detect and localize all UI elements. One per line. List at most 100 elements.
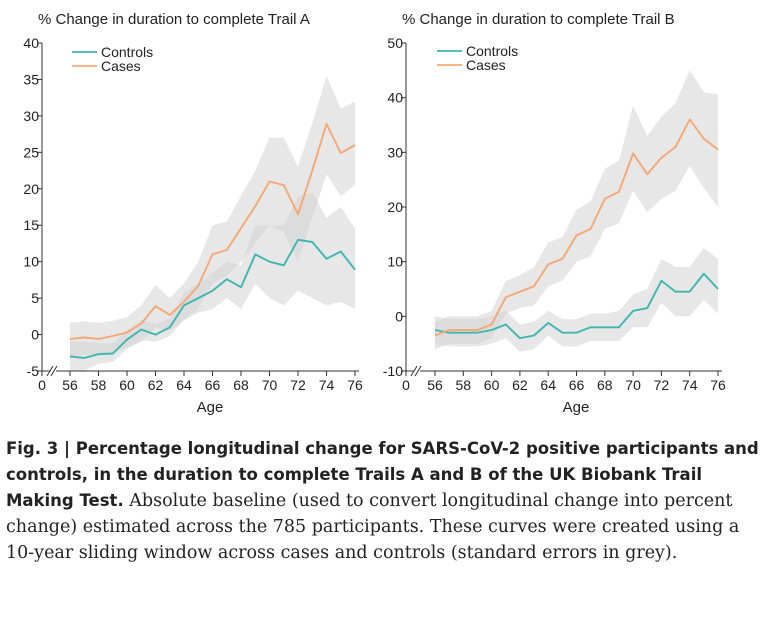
x-tick-label: 70 <box>262 377 278 393</box>
data-point-controls <box>547 322 549 324</box>
data-point-cases <box>703 138 705 140</box>
data-point-cases <box>533 285 535 287</box>
data-point-cases <box>561 258 563 260</box>
figure-caption: Fig. 3 | Percentage longitudinal change … <box>6 436 766 566</box>
legend-label-controls: Controls <box>466 43 518 59</box>
data-point-controls <box>589 326 591 328</box>
data-point-cases <box>140 322 142 324</box>
data-point-cases <box>126 331 128 333</box>
x-tick-label: 66 <box>569 377 585 393</box>
data-point-cases <box>448 329 450 331</box>
data-point-controls <box>325 258 327 260</box>
data-point-cases <box>575 234 577 236</box>
data-point-cases <box>197 285 199 287</box>
data-point-controls <box>660 280 662 282</box>
data-point-controls <box>448 332 450 334</box>
data-point-cases <box>268 180 270 182</box>
caption-bold-title: Percentage longitudinal change for SARS-… <box>6 439 759 510</box>
data-point-controls <box>434 329 436 331</box>
data-point-cases <box>604 198 606 200</box>
data-point-cases <box>211 253 213 255</box>
x-tick-label: 60 <box>119 377 135 393</box>
series-lines <box>69 122 356 359</box>
y-tick-label: 0 <box>395 308 403 324</box>
data-point-controls <box>183 304 185 306</box>
x-axis-label: Age <box>197 399 224 416</box>
data-point-controls <box>268 261 270 263</box>
data-point-cases <box>646 173 648 175</box>
data-point-controls <box>674 291 676 293</box>
x-tick-label: 58 <box>456 377 472 393</box>
x-tick-label: 76 <box>710 377 726 393</box>
y-tick-label: 20 <box>387 199 403 215</box>
x-tick-label: 74 <box>682 377 698 393</box>
data-point-controls <box>462 332 464 334</box>
data-point-cases <box>519 291 521 293</box>
error-bands <box>435 70 718 352</box>
data-point-cases <box>547 263 549 265</box>
series-line-controls <box>69 238 356 359</box>
x-tick-label: 68 <box>233 377 249 393</box>
x-axis-label: Age <box>563 399 590 416</box>
y-tick-label: 35 <box>23 71 39 87</box>
panel-trail-b: % Change in duration to complete Trail B… <box>383 11 726 416</box>
data-point-controls <box>490 329 492 331</box>
series-line-controls <box>434 272 719 340</box>
data-point-cases <box>632 152 634 154</box>
y-tick-label: 10 <box>23 254 39 270</box>
data-point-cases <box>434 334 436 336</box>
legend-label-cases: Cases <box>466 57 506 73</box>
legend-label-controls: Controls <box>101 44 153 60</box>
data-point-controls <box>211 290 213 292</box>
data-point-controls <box>533 334 535 336</box>
data-point-controls <box>618 326 620 328</box>
legend: Controls Cases <box>437 43 518 73</box>
y-tick-label: 15 <box>23 217 39 233</box>
data-point-controls <box>154 333 156 335</box>
y-tick-label: 10 <box>387 254 403 270</box>
x-tick-label: 64 <box>540 377 556 393</box>
data-point-controls <box>703 273 705 275</box>
x-tick-label: 56 <box>62 377 78 393</box>
data-point-controls <box>561 332 563 334</box>
data-point-cases <box>154 305 156 307</box>
data-point-cases <box>112 335 114 337</box>
x-tick-label: 68 <box>597 377 613 393</box>
data-point-cases <box>297 213 299 215</box>
chart-title: % Change in duration to complete Trail A <box>38 11 310 28</box>
data-point-cases <box>226 249 228 251</box>
error-band-cases <box>70 75 355 357</box>
data-point-cases <box>283 184 285 186</box>
data-point-controls <box>575 332 577 334</box>
caption-fig-label: Fig. 3 <box>6 439 59 458</box>
data-point-controls <box>83 357 85 359</box>
data-point-cases <box>717 148 719 150</box>
data-point-cases <box>505 296 507 298</box>
data-point-cases <box>69 338 71 340</box>
x-tick-label: 58 <box>91 377 107 393</box>
data-point-controls <box>311 241 313 243</box>
data-point-cases <box>462 329 464 331</box>
data-point-cases <box>354 144 356 146</box>
data-point-cases <box>340 152 342 154</box>
error-band-controls <box>435 248 718 352</box>
data-point-controls <box>283 264 285 266</box>
x-tick-label: 62 <box>512 377 528 393</box>
series-line-cases <box>434 118 719 337</box>
data-point-controls <box>717 288 719 290</box>
y-tick-label: -10 <box>383 363 403 379</box>
data-point-controls <box>140 328 142 330</box>
axis-break-mark <box>46 365 58 377</box>
data-point-controls <box>197 297 199 299</box>
x-tick-label: 72 <box>290 377 306 393</box>
data-point-cases <box>240 227 242 229</box>
y-tick-label: 0 <box>31 327 39 343</box>
x-tick-label: 0 <box>402 377 410 393</box>
x-tick-label: 66 <box>205 377 221 393</box>
data-point-controls <box>519 337 521 339</box>
figure: % Change in duration to complete Trail A… <box>23 11 726 416</box>
series-line-cases <box>69 122 356 340</box>
error-band-cases <box>435 70 718 350</box>
caption-separator: | <box>58 439 76 458</box>
